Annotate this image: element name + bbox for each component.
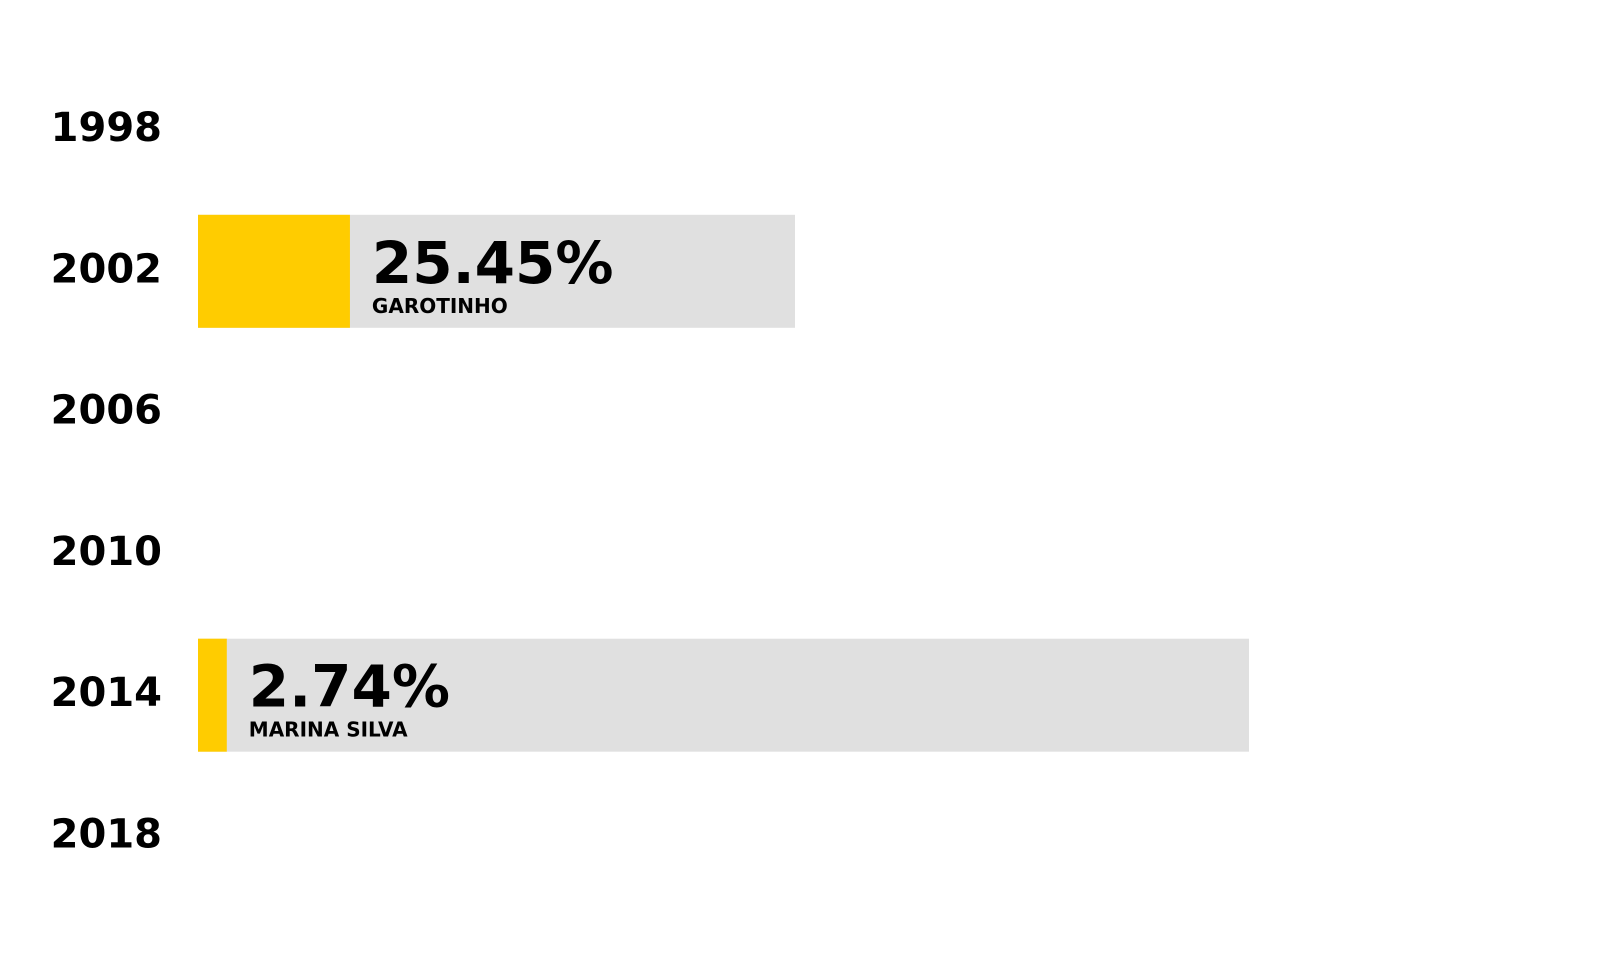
- candidate-name: GAROTINHO: [372, 294, 508, 318]
- bar: [198, 214, 350, 328]
- year-label: 2014: [51, 670, 162, 716]
- candidate-name: MARINA SILVA: [249, 718, 408, 742]
- value-label: 25.45%: [372, 229, 614, 297]
- bar: [198, 638, 227, 752]
- year-label: 2018: [51, 812, 162, 858]
- value-label: 2.74%: [249, 653, 450, 721]
- bar-track: [198, 638, 1249, 752]
- year-label: 2010: [51, 529, 162, 575]
- year-label: 2002: [51, 246, 162, 292]
- year-label: 2006: [51, 388, 162, 434]
- year-label: 1998: [51, 105, 162, 151]
